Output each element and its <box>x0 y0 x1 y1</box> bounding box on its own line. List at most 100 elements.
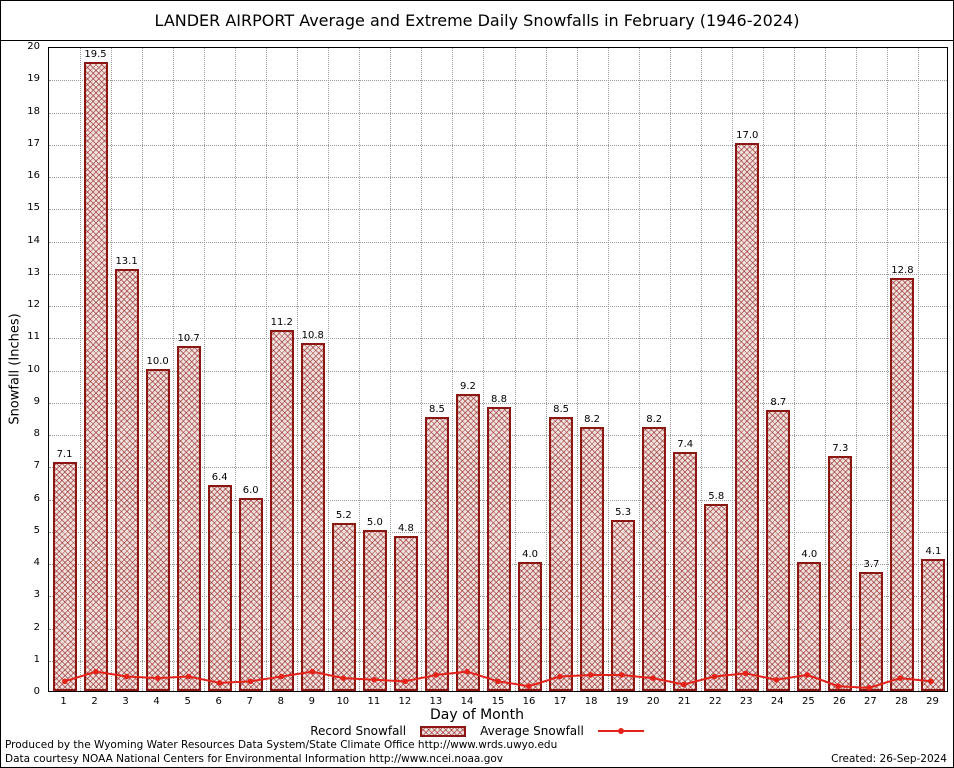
gridline-horizontal <box>49 144 947 146</box>
record-snowfall-bar-day-23 <box>735 142 760 691</box>
x-tick-label: 26 <box>833 696 846 707</box>
bar-value-label: 10.7 <box>177 332 200 344</box>
legend: Record Snowfall Average Snowfall <box>1 723 953 739</box>
gridline-vertical <box>824 48 826 691</box>
record-snowfall-bar-day-27 <box>859 571 884 691</box>
record-snowfall-bar-day-5 <box>176 345 201 691</box>
x-tick-label: 27 <box>864 696 877 707</box>
y-tick-label: 18 <box>27 105 40 117</box>
bar-value-label: 5.8 <box>708 490 725 502</box>
y-tick-label: 7 <box>33 460 40 472</box>
gridline-horizontal <box>49 306 947 307</box>
record-snowfall-bar-day-25 <box>797 562 822 691</box>
x-tick-label: 15 <box>491 696 505 707</box>
bar-value-label: 13.1 <box>115 255 138 267</box>
y-tick-label: 11 <box>27 331 40 343</box>
x-tick-label: 24 <box>770 696 784 707</box>
gridline-horizontal <box>49 177 947 178</box>
x-tick-label: 2 <box>91 696 98 707</box>
gridline-vertical <box>762 48 764 691</box>
bar-value-label: 8.2 <box>584 413 601 425</box>
gridline-vertical <box>855 48 857 691</box>
record-snowfall-bar-day-13 <box>424 416 449 691</box>
gridline-horizontal <box>49 370 947 372</box>
y-tick-label: 14 <box>27 234 40 246</box>
gridline-horizontal <box>49 402 947 404</box>
bar-value-label: 6.0 <box>242 484 259 496</box>
record-snowfall-bar-day-26 <box>828 455 853 691</box>
record-snowfall-bar-day-4 <box>145 368 170 691</box>
bar-value-label: 10.0 <box>146 355 169 367</box>
x-axis-tick-labels: 1 2 3 4 5 6 7 8 9 10 11 12 13 14 15 16 17 18 19 20 21 22 23 24 2… <box>48 696 948 709</box>
bar-value-label: 17.0 <box>736 129 759 141</box>
x-tick-label: 22 <box>708 696 722 707</box>
bar-value-label: 7.3 <box>832 442 849 454</box>
record-snowfall-bar-day-15 <box>487 407 511 691</box>
legend-record-label: Record Snowfall <box>310 724 407 738</box>
record-snowfall-bar-day-7 <box>238 497 263 691</box>
gridline-horizontal <box>49 273 947 275</box>
footer-produced-by: Produced by the Wyoming Water Resources … <box>5 739 558 751</box>
record-snowfall-bar-day-12 <box>393 536 418 691</box>
x-tick-label: 11 <box>367 696 381 707</box>
record-snowfall-bar-day-16 <box>518 562 543 691</box>
gridline-vertical <box>204 48 206 691</box>
gridline-vertical <box>731 48 733 691</box>
gridline-vertical <box>793 48 795 691</box>
bar-value-label: 5.2 <box>335 510 352 522</box>
y-tick-label: 4 <box>33 557 40 568</box>
gridline-vertical <box>421 48 423 691</box>
bar-value-label: 4.1 <box>925 545 942 557</box>
y-tick-label: 19 <box>27 73 40 85</box>
bar-value-label: 11.2 <box>270 316 293 328</box>
bar-value-label: 7.1 <box>56 449 73 461</box>
x-tick-label: 16 <box>522 696 536 707</box>
plot-area: 7.1 19.5 13.1 10.0 10.7 6.4 6.0 11.2 10.8 5.2 5.0 4… <box>48 47 948 692</box>
gridline-horizontal <box>49 241 947 243</box>
gridline-vertical <box>111 48 113 691</box>
x-tick-label: 18 <box>584 696 598 707</box>
gridline-vertical <box>390 48 392 691</box>
record-snowfall-bar-day-1 <box>52 462 77 691</box>
gridline-vertical <box>266 48 268 691</box>
record-snowfall-bar-day-8 <box>269 329 294 691</box>
bar-value-label: 3.7 <box>863 558 880 570</box>
legend-average-label: Average Snowfall <box>480 724 584 738</box>
y-tick-label: 8 <box>33 428 40 439</box>
y-tick-label: 13 <box>27 266 40 278</box>
gridline-horizontal <box>49 209 947 211</box>
bar-value-label: 4.0 <box>801 549 818 560</box>
record-snowfall-bar-day-24 <box>766 410 791 691</box>
legend-average-dot-icon <box>617 728 624 734</box>
x-tick-label: 25 <box>801 696 815 707</box>
gridline-horizontal <box>49 80 947 82</box>
x-tick-label: 29 <box>926 696 939 707</box>
bar-value-label: 12.8 <box>891 265 914 277</box>
gridline-vertical <box>700 48 702 691</box>
y-tick-label: 16 <box>27 170 40 181</box>
bar-value-label: 4.8 <box>397 523 414 535</box>
y-tick-label: 9 <box>33 395 40 407</box>
bar-value-label: 19.5 <box>84 49 107 61</box>
chart-title: LANDER AIRPORT Average and Extreme Daily… <box>1 1 953 41</box>
bar-value-label: 8.2 <box>646 413 663 425</box>
gridline-vertical <box>607 48 609 691</box>
x-tick-label: 20 <box>646 696 660 707</box>
y-tick-label: 17 <box>27 137 40 149</box>
x-tick-label: 14 <box>460 696 474 707</box>
y-tick-label: 5 <box>33 524 40 536</box>
gridline-vertical <box>545 48 547 691</box>
y-tick-label: 15 <box>27 202 40 214</box>
x-tick-label: 23 <box>739 696 753 707</box>
record-snowfall-bar-day-19 <box>611 520 636 691</box>
x-tick-label: 6 <box>215 696 222 707</box>
bar-value-label: 8.5 <box>553 403 570 415</box>
gridline-vertical <box>80 48 82 691</box>
gridline-vertical <box>917 48 919 691</box>
y-tick-label: 0 <box>33 686 40 697</box>
x-tick-label: 5 <box>184 696 191 707</box>
x-tick-label: 21 <box>677 696 691 707</box>
gridline-horizontal <box>49 338 947 340</box>
y-tick-label: 3 <box>33 589 40 601</box>
